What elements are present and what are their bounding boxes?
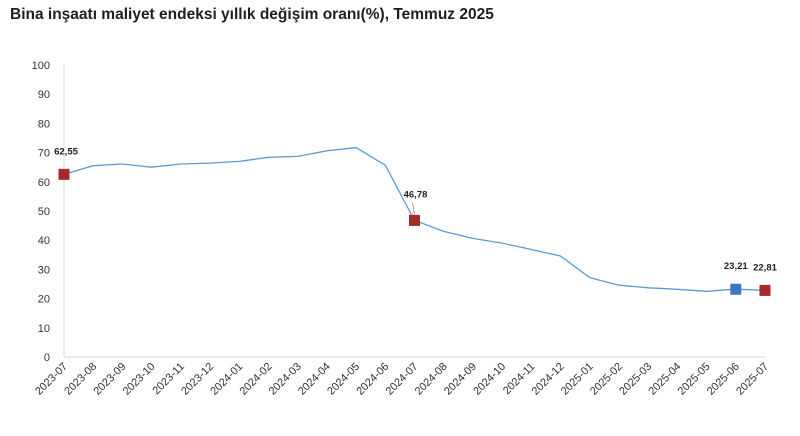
y-tick-label: 0 (44, 352, 50, 364)
data-label: 22,81 (753, 262, 777, 273)
y-tick-label: 100 (32, 60, 50, 72)
data-label: 46,78 (404, 189, 428, 200)
y-tick-label: 60 (38, 177, 50, 189)
data-point-marker (759, 284, 771, 296)
x-tick-label: 2023-10 (121, 361, 158, 398)
x-tick-label: 2024-10 (471, 361, 508, 398)
y-tick-label: 40 (38, 235, 50, 247)
data-point-marker (730, 283, 742, 295)
y-tick-label: 30 (38, 264, 50, 276)
y-tick-label: 90 (38, 89, 50, 101)
data-label: 23,21 (724, 261, 748, 272)
chart-title: Bina inşaatı maliyet endeksi yıllık deği… (10, 6, 494, 23)
y-tick-label: 50 (38, 206, 50, 218)
data-label: 62,55 (54, 146, 78, 157)
y-tick-label: 70 (38, 148, 50, 160)
y-tick-label: 80 (38, 118, 50, 130)
y-tick-label: 20 (38, 294, 50, 306)
x-tick-label: 2025-07 (734, 361, 771, 398)
data-label-leader (412, 202, 415, 215)
data-point-marker (409, 214, 420, 226)
data-point-marker (58, 168, 70, 180)
y-tick-label: 10 (38, 323, 50, 335)
